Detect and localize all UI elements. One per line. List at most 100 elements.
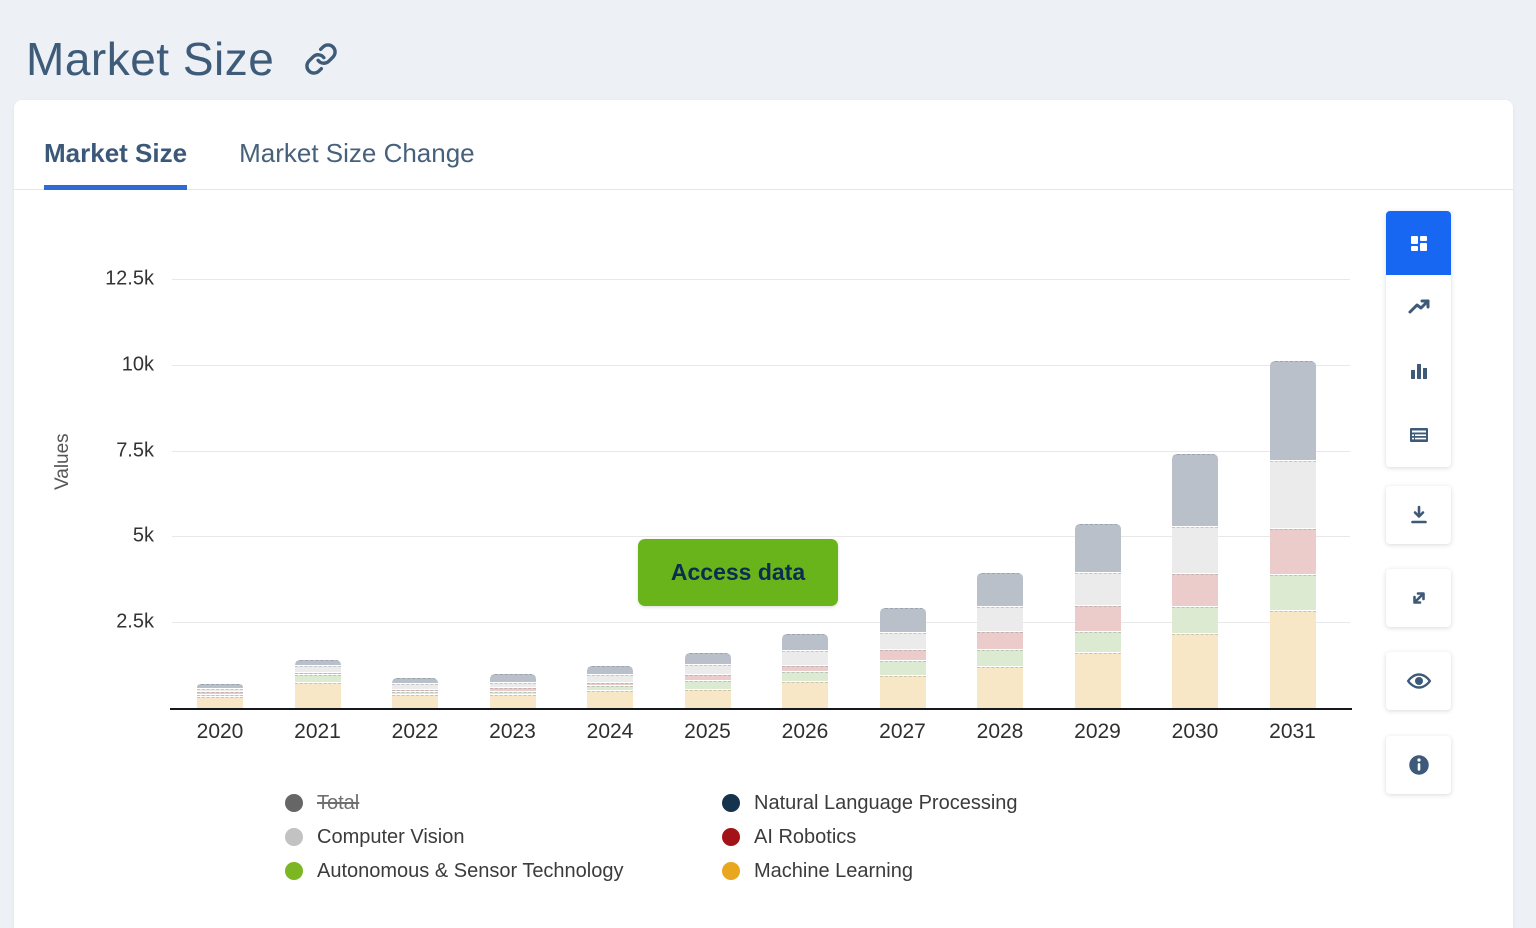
bar-segment (782, 651, 828, 665)
x-axis-label: 2030 (1171, 720, 1219, 743)
legend-item[interactable]: Natural Language Processing (722, 786, 1018, 820)
x-axis-label: 2025 (684, 720, 731, 743)
visibility-button[interactable] (1386, 652, 1451, 710)
bar-2021[interactable] (294, 659, 341, 708)
legend-item[interactable]: Machine Learning (722, 854, 1018, 888)
line-chart-icon (1408, 299, 1429, 314)
x-axis-line (170, 708, 1352, 710)
bar-segment (684, 652, 731, 664)
permalink-button[interactable] (304, 42, 338, 76)
bar-segment (977, 631, 1023, 649)
legend-dot-icon (722, 794, 740, 812)
bar-segment (1172, 574, 1218, 606)
legend-label: Computer Vision (317, 825, 465, 848)
bar-segment (782, 665, 828, 672)
legend-label: Autonomous & Sensor Technology (317, 859, 624, 882)
legend-label: Total (317, 791, 360, 814)
access-data-button[interactable]: Access data (638, 539, 838, 606)
bar-segment (587, 686, 633, 691)
legend-item[interactable]: AI Robotics (722, 820, 1018, 854)
bar-2025[interactable] (684, 652, 731, 708)
x-axis-label: 2027 (879, 720, 926, 743)
download-button[interactable] (1386, 486, 1451, 544)
line-chart-view-button[interactable] (1386, 275, 1451, 339)
bar-segment (294, 659, 341, 665)
tab-bar: Market Size Market Size Change (14, 100, 1513, 190)
legend-dot-icon (285, 862, 303, 880)
bar-segment (1269, 574, 1316, 610)
bar-segment (197, 692, 243, 694)
tab-market-size-change[interactable]: Market Size Change (239, 134, 475, 189)
bar-segment (197, 697, 243, 708)
bar-segment (1172, 633, 1218, 708)
legend-item[interactable]: Autonomous & Sensor Technology (285, 854, 624, 888)
bar-segment (782, 633, 828, 651)
bar-segment (1074, 653, 1121, 708)
bar-2030[interactable] (1172, 454, 1218, 708)
x-axis-label: 2020 (196, 720, 244, 743)
link-icon (305, 43, 338, 75)
bar-segment (879, 608, 926, 632)
bar-segment (1074, 524, 1121, 573)
bar-segment (977, 572, 1023, 607)
bar-segment (1172, 526, 1218, 574)
x-axis-label: 2021 (294, 720, 341, 743)
bar-segment (392, 683, 438, 689)
market-size-card: Market Size Market Size Change Values 2.… (14, 100, 1513, 928)
bar-segment (489, 691, 536, 694)
bar-2031[interactable] (1269, 361, 1316, 708)
bar-segment (1269, 460, 1316, 529)
bar-segment (1074, 632, 1121, 653)
bar-2026[interactable] (782, 633, 828, 708)
gridline (172, 622, 1350, 624)
bar-segment (489, 688, 536, 691)
dashboard-view-button[interactable] (1386, 211, 1451, 275)
legend-dot-icon (285, 794, 303, 812)
legend-dot-icon (285, 828, 303, 846)
bar-segment (1074, 573, 1121, 606)
bar-2024[interactable] (587, 665, 633, 708)
chart-area: Values 2.5k 5k 7.5k 10k 12.5k 2020 2021 2022 20… (14, 190, 1513, 927)
legend-label: Machine Learning (754, 859, 913, 882)
info-icon (1408, 755, 1429, 775)
bar-segment (587, 683, 633, 686)
bar-segment (392, 689, 438, 691)
y-axis-tick-label: 10k (121, 353, 154, 376)
y-axis-tick-label: 7.5k (116, 439, 154, 462)
tab-market-size[interactable]: Market Size (44, 134, 188, 190)
bar-segment (294, 665, 341, 672)
bar-2028[interactable] (977, 572, 1023, 708)
table-icon (1409, 428, 1428, 442)
expand-button[interactable] (1386, 569, 1451, 627)
bar-segment (879, 650, 926, 661)
legend-label: AI Robotics (754, 825, 857, 848)
bar-segment (489, 683, 536, 688)
legend-item[interactable]: Computer Vision (285, 820, 624, 854)
bar-segment (879, 661, 926, 675)
table-view-button[interactable] (1386, 403, 1451, 467)
y-axis-tick-label: 5k (132, 524, 154, 547)
bar-2022[interactable] (392, 677, 438, 708)
bar-segment (1074, 606, 1121, 632)
bar-segment (587, 691, 633, 708)
bar-2023[interactable] (489, 674, 536, 708)
download-icon (1410, 505, 1427, 524)
eye-icon (1406, 673, 1431, 689)
bar-segment (197, 688, 243, 692)
bar-segment (294, 674, 341, 683)
page-header: Market Size (0, 0, 1536, 100)
legend-dot-icon (722, 828, 740, 846)
bar-segment (1172, 454, 1218, 526)
bar-segment (587, 675, 633, 683)
x-axis-label: 2022 (391, 720, 439, 743)
bar-2027[interactable] (879, 608, 926, 708)
bar-segment (294, 683, 341, 708)
y-axis-tick-label: 12.5k (105, 267, 154, 290)
bar-2029[interactable] (1074, 524, 1121, 708)
x-axis-label: 2031 (1269, 720, 1316, 743)
info-button[interactable] (1386, 736, 1451, 794)
bar-chart-icon (1410, 364, 1427, 379)
bar-2020[interactable] (197, 683, 243, 708)
bar-chart-view-button[interactable] (1386, 339, 1451, 403)
legend-item[interactable]: Total (285, 786, 624, 820)
